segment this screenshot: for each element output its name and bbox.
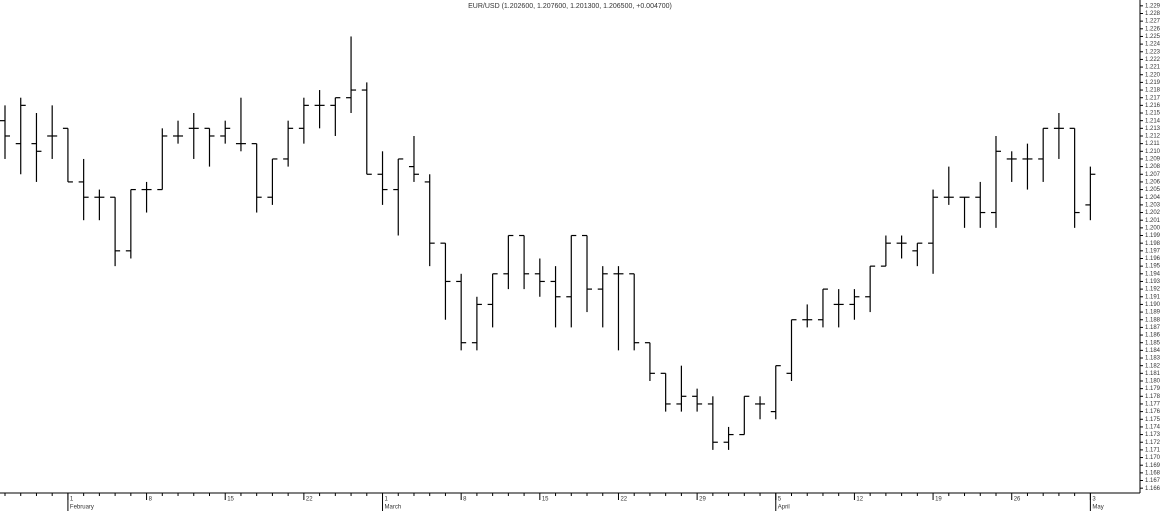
x-tick-label: 1 [385, 497, 389, 503]
x-tick-label: 12 [856, 497, 863, 503]
y-tick-label: 1.227 [1145, 19, 1161, 25]
y-tick-label: 1.206 [1145, 180, 1161, 186]
x-tick-label: 29 [699, 497, 706, 503]
month-label: February [70, 505, 94, 511]
y-tick-label: 1.179 [1145, 386, 1161, 392]
y-tick-label: 1.190 [1145, 302, 1161, 308]
y-tick-label: 1.224 [1145, 42, 1161, 48]
x-tick-label: 22 [306, 497, 313, 503]
y-tick-label: 1.172 [1145, 440, 1161, 446]
y-tick-label: 1.193 [1145, 279, 1161, 285]
y-tick-label: 1.219 [1145, 80, 1161, 86]
y-tick-label: 1.216 [1145, 103, 1161, 109]
y-tick-label: 1.178 [1145, 394, 1161, 400]
y-tick-label: 1.199 [1145, 233, 1161, 239]
y-tick-label: 1.210 [1145, 149, 1161, 155]
y-tick-label: 1.201 [1145, 218, 1161, 224]
x-tick-label: 22 [620, 497, 627, 503]
y-tick-label: 1.170 [1145, 455, 1161, 461]
y-tick-label: 1.192 [1145, 287, 1161, 293]
y-tick-label: 1.221 [1145, 65, 1161, 71]
y-tick-label: 1.203 [1145, 202, 1161, 208]
y-tick-label: 1.225 [1145, 34, 1161, 40]
y-tick-label: 1.208 [1145, 164, 1161, 170]
chart-title: EUR/USD (1.202600, 1.207600, 1.201300, 1… [468, 3, 672, 10]
y-tick-label: 1.194 [1145, 271, 1161, 277]
y-tick-label: 1.166 [1145, 486, 1161, 492]
y-tick-label: 1.182 [1145, 363, 1161, 369]
x-tick-label: 15 [227, 497, 234, 503]
y-tick-label: 1.200 [1145, 225, 1161, 231]
month-label: May [1092, 505, 1103, 511]
month-label: April [778, 505, 790, 511]
x-tick-label: 5 [778, 497, 782, 503]
y-tick-label: 1.197 [1145, 248, 1161, 254]
y-tick-label: 1.204 [1145, 195, 1161, 201]
y-tick-label: 1.167 [1145, 478, 1161, 484]
y-tick-label: 1.205 [1145, 187, 1161, 193]
y-tick-label: 1.173 [1145, 432, 1161, 438]
y-tick-label: 1.223 [1145, 49, 1161, 55]
x-tick-label: 1 [70, 497, 74, 503]
y-tick-label: 1.185 [1145, 340, 1161, 346]
y-tick-label: 1.202 [1145, 210, 1161, 216]
y-tick-label: 1.220 [1145, 72, 1161, 78]
y-tick-label: 1.187 [1145, 325, 1161, 331]
x-tick-label: 8 [463, 497, 467, 503]
y-tick-label: 1.168 [1145, 470, 1161, 476]
x-tick-label: 19 [935, 497, 942, 503]
y-tick-label: 1.184 [1145, 348, 1161, 354]
y-tick-label: 1.195 [1145, 264, 1161, 270]
y-tick-label: 1.196 [1145, 256, 1161, 262]
y-tick-label: 1.218 [1145, 88, 1161, 94]
y-tick-label: 1.207 [1145, 172, 1161, 178]
y-tick-label: 1.191 [1145, 294, 1161, 300]
y-tick-label: 1.174 [1145, 425, 1161, 431]
y-tick-label: 1.171 [1145, 447, 1161, 453]
y-tick-label: 1.189 [1145, 310, 1161, 316]
y-tick-label: 1.229 [1145, 3, 1161, 9]
y-tick-label: 1.175 [1145, 417, 1161, 423]
x-tick-label: 15 [542, 497, 549, 503]
y-tick-label: 1.188 [1145, 317, 1161, 323]
x-tick-label: 26 [1014, 497, 1021, 503]
y-tick-label: 1.217 [1145, 95, 1161, 101]
x-tick-label: 8 [149, 497, 153, 503]
y-tick-label: 1.176 [1145, 409, 1161, 415]
y-tick-label: 1.181 [1145, 371, 1161, 377]
y-tick-label: 1.209 [1145, 157, 1161, 163]
y-tick-label: 1.214 [1145, 118, 1161, 124]
y-tick-label: 1.228 [1145, 11, 1161, 17]
y-tick-label: 1.212 [1145, 134, 1161, 140]
y-tick-label: 1.198 [1145, 241, 1161, 247]
y-tick-label: 1.215 [1145, 111, 1161, 117]
y-tick-label: 1.177 [1145, 402, 1161, 408]
y-tick-label: 1.226 [1145, 26, 1161, 32]
month-label: March [385, 505, 402, 511]
y-tick-label: 1.222 [1145, 57, 1161, 63]
x-tick-label: 3 [1092, 497, 1096, 503]
y-tick-label: 1.169 [1145, 463, 1161, 469]
y-tick-label: 1.180 [1145, 379, 1161, 385]
y-tick-label: 1.213 [1145, 126, 1161, 132]
y-tick-label: 1.211 [1145, 141, 1160, 147]
y-tick-label: 1.183 [1145, 356, 1161, 362]
y-tick-label: 1.186 [1145, 333, 1161, 339]
